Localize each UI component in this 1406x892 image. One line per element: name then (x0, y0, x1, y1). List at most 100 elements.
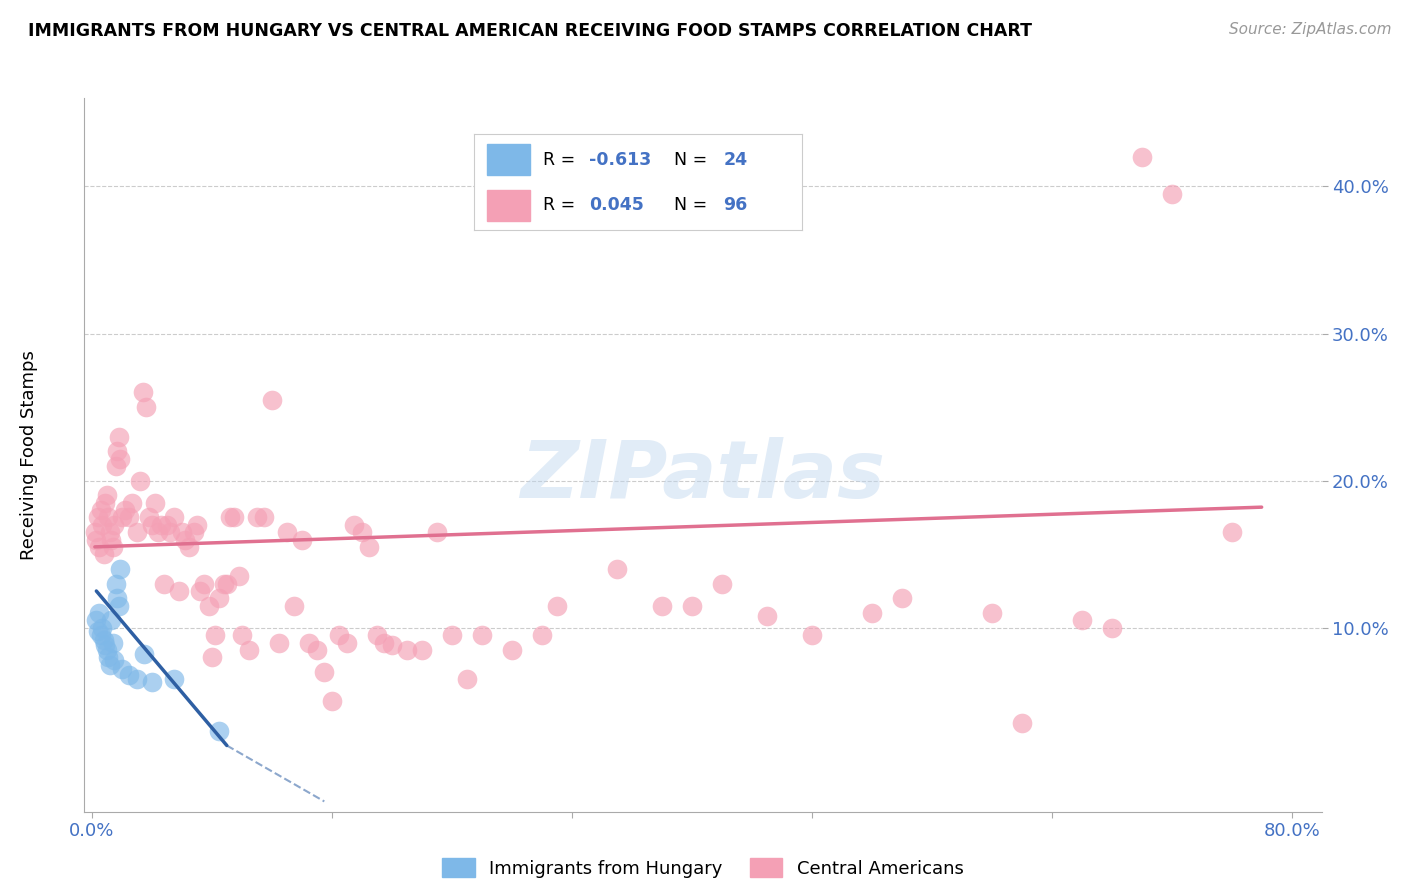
Point (97, 650, 120, 665)
Point (980, 606, 1002, 620)
Point (208, 723, 231, 738)
Point (530, 628, 553, 642)
Point (173, 533, 195, 547)
Point (395, 643, 418, 657)
Point (238, 643, 260, 657)
Point (111, 662, 134, 676)
Point (170, 525, 193, 540)
Text: ZIPatlas: ZIPatlas (520, 437, 886, 516)
Text: 0.045: 0.045 (589, 196, 644, 214)
Point (373, 635, 395, 649)
Point (208, 591, 231, 606)
Point (146, 525, 169, 540)
Point (283, 599, 305, 613)
Point (1101, 621, 1123, 635)
Point (328, 628, 350, 642)
Point (218, 510, 240, 524)
Point (186, 517, 208, 532)
Point (91, 621, 114, 635)
Point (276, 525, 298, 540)
Point (97, 510, 120, 524)
Point (440, 628, 463, 642)
Point (193, 576, 215, 591)
Point (710, 576, 733, 591)
Point (118, 510, 141, 524)
Point (141, 675, 163, 690)
Point (128, 474, 150, 488)
Point (156, 517, 179, 532)
Point (201, 650, 224, 665)
Point (96, 643, 118, 657)
Point (121, 496, 143, 510)
Text: N =: N = (673, 196, 713, 214)
Point (546, 599, 568, 613)
Point (125, 673, 148, 687)
Point (651, 599, 673, 613)
Point (228, 569, 250, 583)
Point (350, 525, 373, 540)
Text: R =: R = (543, 151, 581, 169)
Point (153, 576, 176, 591)
Point (86, 614, 108, 628)
Point (381, 639, 404, 653)
Point (336, 635, 359, 649)
Bar (488, 190, 530, 220)
Point (110, 451, 132, 466)
Point (366, 628, 388, 642)
Point (1070, 614, 1092, 628)
Point (411, 643, 433, 657)
Point (260, 392, 283, 407)
Point (100, 614, 122, 628)
Point (1220, 525, 1243, 540)
Point (105, 591, 128, 606)
Point (105, 444, 128, 458)
Point (681, 599, 703, 613)
Text: IMMIGRANTS FROM HUNGARY VS CENTRAL AMERICAN RECEIVING FOOD STAMPS CORRELATION CH: IMMIGRANTS FROM HUNGARY VS CENTRAL AMERI… (28, 22, 1032, 40)
Point (1011, 716, 1033, 731)
Point (86, 533, 108, 547)
Text: Source: ZipAtlas.com: Source: ZipAtlas.com (1229, 22, 1392, 37)
Point (253, 510, 276, 524)
Point (101, 540, 124, 554)
Point (269, 635, 291, 649)
Point (159, 525, 181, 540)
Point (163, 673, 186, 687)
Point (98, 525, 121, 540)
Point (94, 639, 117, 653)
Point (426, 525, 449, 540)
Point (141, 517, 163, 532)
Point (87, 510, 110, 524)
Text: R =: R = (543, 196, 581, 214)
Legend: Immigrants from Hungary, Central Americans: Immigrants from Hungary, Central America… (436, 851, 970, 885)
Point (204, 628, 226, 642)
Point (246, 510, 269, 524)
Point (359, 540, 381, 554)
Text: 96: 96 (723, 196, 748, 214)
Point (110, 562, 132, 576)
Point (343, 517, 366, 532)
Point (132, 385, 155, 400)
Point (93, 632, 115, 647)
Point (179, 540, 201, 554)
Point (103, 517, 125, 532)
Point (298, 635, 321, 649)
Point (143, 496, 166, 510)
Point (606, 562, 628, 576)
Point (91, 517, 114, 532)
Bar (488, 145, 530, 175)
Point (163, 510, 186, 524)
Point (94, 496, 117, 510)
Point (134, 648, 156, 662)
Point (135, 400, 157, 414)
Point (183, 525, 205, 540)
Point (104, 576, 127, 591)
Point (90, 503, 112, 517)
Point (90, 628, 112, 642)
Point (89, 606, 111, 620)
Point (104, 458, 127, 473)
Point (103, 653, 125, 667)
Point (89, 540, 111, 554)
Point (96, 488, 118, 502)
Point (100, 533, 122, 547)
Point (167, 584, 190, 599)
